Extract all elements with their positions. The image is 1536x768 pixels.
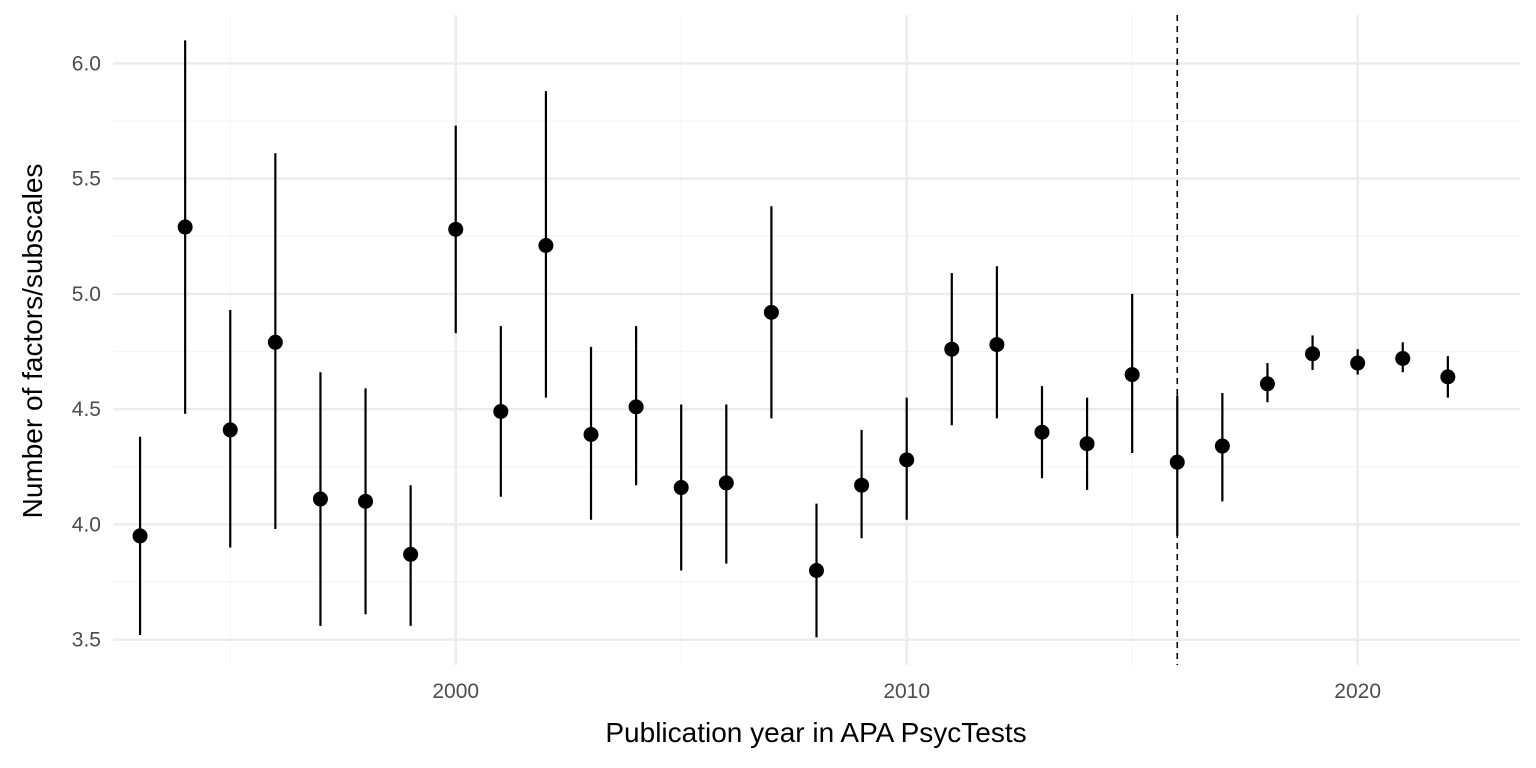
y-tick-labels: 3.5 4.0 4.5 5.0 5.5 6.0 [72, 52, 101, 651]
data-point [944, 341, 960, 357]
data-point [899, 452, 915, 468]
error-bars [138, 40, 1449, 638]
data-point [538, 237, 554, 253]
data-point [222, 422, 238, 438]
data-point [1440, 369, 1456, 385]
y-tick-label: 5.5 [72, 168, 101, 191]
data-point [628, 399, 644, 415]
data-point [1350, 355, 1366, 371]
data-point [1395, 350, 1411, 366]
x-tick-label: 2010 [883, 680, 930, 703]
x-tick-label: 2000 [432, 680, 479, 703]
data-point [718, 475, 734, 491]
data-point [583, 427, 599, 443]
data-point [854, 477, 870, 493]
y-tick-label: 4.5 [72, 398, 101, 421]
data-point [267, 334, 283, 350]
data-point [358, 493, 374, 509]
data-point [132, 528, 148, 544]
data-point [177, 219, 193, 235]
data-point [403, 546, 419, 562]
y-tick-label: 6.0 [72, 52, 101, 75]
data-point [1214, 438, 1230, 454]
data-points [132, 219, 1456, 578]
data-point [1259, 376, 1275, 392]
x-axis-title: Publication year in APA PsycTests [605, 717, 1026, 748]
major-gridlines [113, 15, 1520, 665]
data-point [1169, 454, 1185, 470]
data-point [1079, 436, 1095, 452]
data-point [763, 304, 779, 320]
data-point [448, 221, 464, 237]
x-tick-labels: 2000 2010 2020 [432, 680, 1381, 703]
data-point [809, 562, 824, 578]
y-tick-label: 5.0 [72, 283, 101, 306]
data-point [1305, 346, 1321, 362]
data-point [1034, 424, 1050, 440]
x-tick-label: 2020 [1334, 680, 1381, 703]
data-point [989, 337, 1005, 353]
y-tick-label: 4.0 [72, 513, 101, 536]
y-axis-title: Number of factors/subscales [17, 164, 48, 519]
data-point [493, 403, 509, 419]
data-point [673, 480, 689, 496]
data-point [1124, 367, 1140, 383]
data-point [312, 491, 328, 507]
y-tick-label: 3.5 [72, 629, 101, 652]
